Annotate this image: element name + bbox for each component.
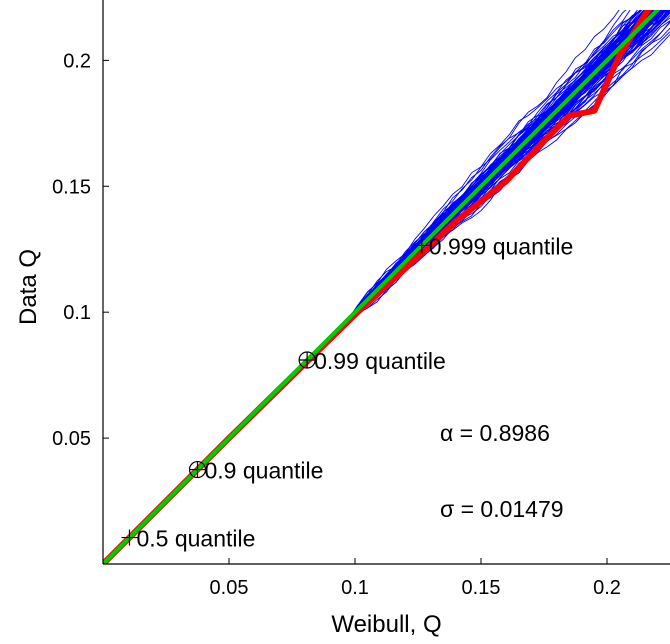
y-tick-label: 0.1 <box>63 302 91 324</box>
ticks: 0.05 0.1 0.15 0.2 0.05 0.1 0.15 0.2 <box>52 50 621 599</box>
quantile-marker: 0.99 quantile <box>298 348 446 374</box>
sigma-parameter: σ = 0.01479 <box>440 496 564 522</box>
y-tick-label: 0.15 <box>52 176 91 198</box>
quantile-label: 0.99 quantile <box>314 348 446 374</box>
x-tick-label: 0.2 <box>593 577 621 599</box>
envelope-line <box>103 27 670 564</box>
quantile-label: 0.999 quantile <box>429 233 574 259</box>
quantile-label: 0.9 quantile <box>205 458 324 484</box>
x-tick-label: 0.05 <box>210 577 249 599</box>
y-axis-label: Data Q <box>15 249 42 325</box>
x-tick-label: 0.15 <box>462 577 501 599</box>
quantile-marker: 0.5 quantile <box>121 526 255 552</box>
reference-line <box>103 10 661 564</box>
y-tick-label: 0.2 <box>63 50 91 72</box>
reference-line-segment <box>103 10 661 564</box>
quantile-marker: 0.9 quantile <box>188 458 324 484</box>
quantile-marker: 0.999 quantile <box>413 233 574 259</box>
quantile-label: 0.5 quantile <box>136 526 255 552</box>
y-tick-label: 0.05 <box>52 428 91 450</box>
axes <box>102 0 670 565</box>
quantile-markers: 0.5 quantile 0.9 quantile 0.99 quantile 0.9… <box>121 233 574 552</box>
x-tick-label: 0.1 <box>341 577 369 599</box>
x-axis-label: Weibull, Q <box>331 611 441 638</box>
alpha-parameter: α = 0.8986 <box>440 420 550 446</box>
